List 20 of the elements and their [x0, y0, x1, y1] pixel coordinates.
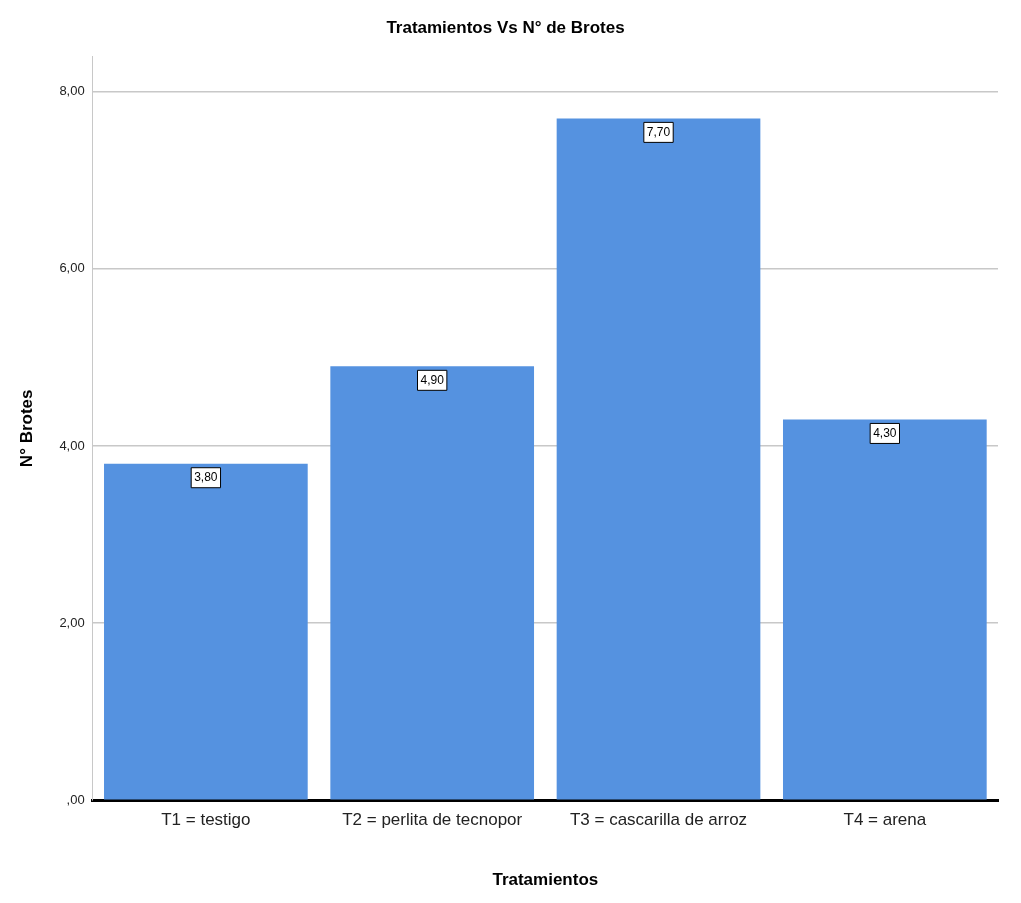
y-tick-label: ,00 [66, 791, 85, 807]
data-label: 7,70 [646, 124, 671, 139]
y-tick-label: 6,00 [59, 260, 85, 276]
bar [782, 419, 987, 800]
x-tick-label: T4 = arena [843, 810, 927, 830]
x-tick-label: T3 = cascarilla de arroz [569, 810, 748, 830]
bar [330, 366, 535, 800]
data-label: 3,80 [194, 470, 218, 485]
data-label: 4,90 [420, 372, 445, 387]
bar [556, 118, 761, 800]
bar [104, 463, 308, 800]
y-axis-title: N° Brotes [16, 389, 36, 468]
x-tick-label: T2 = perlita de tecnopor [342, 810, 523, 830]
x-tick-label: T1 = testigo [161, 810, 251, 830]
y-tick-label: 4,00 [59, 437, 85, 453]
x-axis-title: Tratamientos [492, 870, 599, 890]
data-label: 4,30 [873, 425, 897, 440]
y-tick-label: 8,00 [59, 83, 85, 99]
y-tick-label: 2,00 [59, 614, 85, 630]
chart-title: Tratamientos Vs N° de Brotes [386, 17, 625, 37]
